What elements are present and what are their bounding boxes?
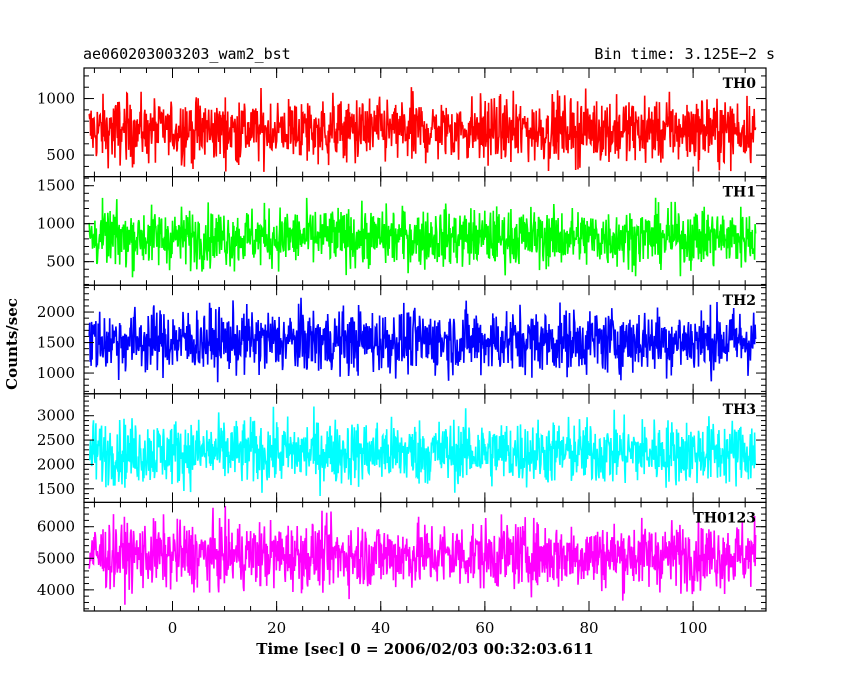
panel-th1: 500 1000 1500 TH1 — [37, 176, 767, 286]
y-tick-label: 3000 — [37, 407, 75, 425]
x-tick-label: 80 — [579, 619, 598, 637]
y-tick-label: 4000 — [37, 581, 75, 599]
series-line-th1 — [88, 197, 757, 278]
panel-th0: 500 1000 TH0 — [37, 67, 767, 178]
y-tick-label: 500 — [46, 253, 75, 271]
y-tick-label: 1000 — [37, 364, 75, 382]
y-tick-label: 2000 — [37, 455, 75, 473]
y-tick-label: 6000 — [37, 518, 75, 536]
panel-th0123: 4000 5000 6000 TH0123 0 20 40 60 80 100 — [37, 501, 767, 637]
panel-label-th1: TH1 — [723, 185, 756, 201]
panel-th2: 1000 1500 2000 TH2 — [37, 284, 767, 395]
panel-label-th3: TH3 — [723, 402, 756, 418]
chart-title-right: Bin time: 3.125E−2 s — [594, 45, 775, 63]
panel-th3: 1500 2000 2500 3000 TH3 — [37, 393, 767, 503]
y-tick-label: 500 — [46, 146, 75, 164]
y-tick-label: 5000 — [37, 549, 75, 567]
panel-frame — [83, 501, 767, 612]
y-tick-label: 1000 — [37, 90, 75, 108]
series-line-th0123 — [88, 505, 757, 605]
y-axis-label: Counts/sec — [3, 298, 21, 390]
x-tick-label: 60 — [475, 619, 494, 637]
panel-label-th0: TH0 — [723, 76, 757, 92]
panel-label-th0123: TH0123 — [693, 510, 756, 526]
y-tick-label: 1000 — [37, 215, 75, 233]
y-tick-label: 1500 — [37, 480, 75, 498]
panel-label-th2: TH2 — [723, 293, 756, 309]
series-line-th2 — [88, 297, 757, 383]
y-tick-label: 1500 — [37, 334, 75, 352]
x-tick-label: 20 — [267, 619, 286, 637]
x-tick-label: 40 — [371, 619, 390, 637]
y-tick-label: 2000 — [37, 303, 75, 321]
chart-title-left: ae060203003203_wam2_bst — [83, 45, 291, 63]
x-axis-label: Time [sec] 0 = 2006/02/03 00:32:03.611 — [256, 640, 593, 658]
y-tick-label: 2500 — [37, 431, 75, 449]
series-line-th0 — [88, 87, 757, 172]
x-tick-label: 0 — [168, 619, 178, 637]
series-line-th3 — [88, 406, 757, 497]
y-tick-label: 1500 — [37, 177, 75, 195]
x-tick-label: 100 — [679, 619, 708, 637]
